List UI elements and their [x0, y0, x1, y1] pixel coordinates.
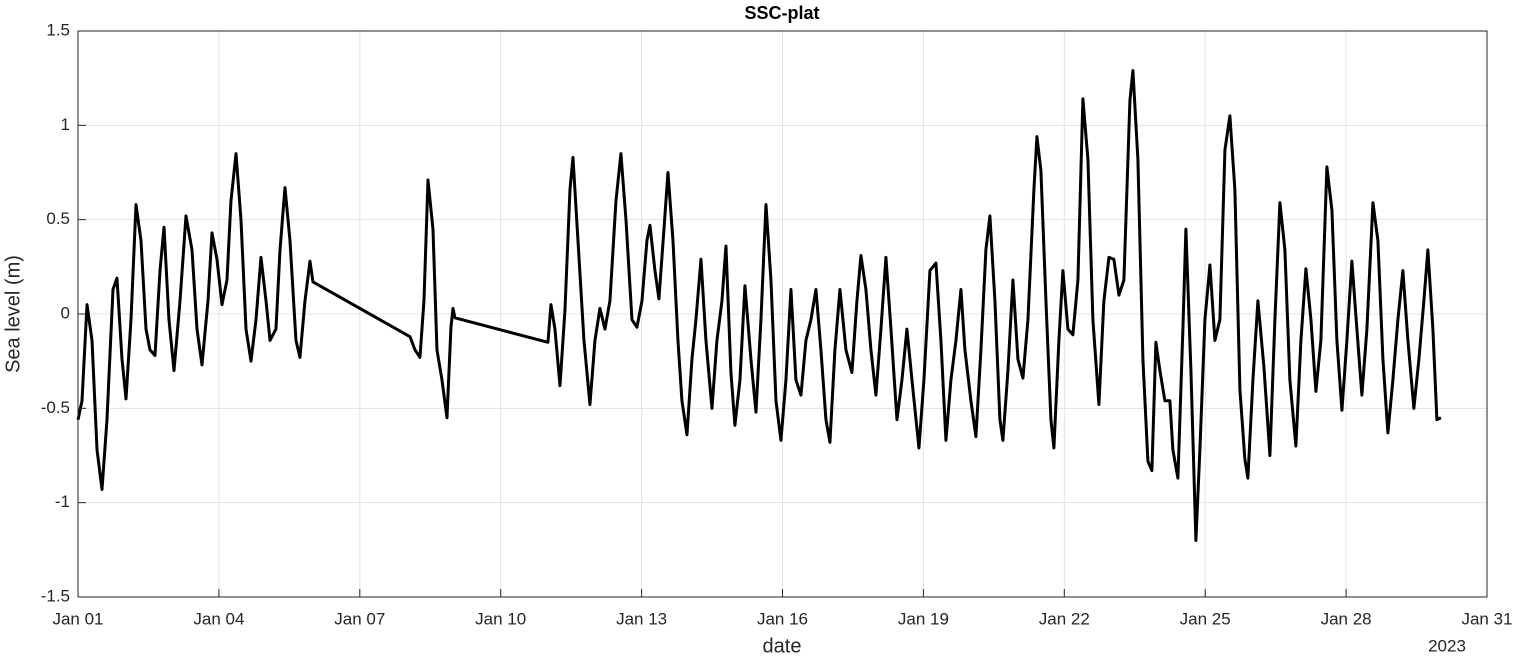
y-tick-label: -0.5 — [41, 398, 70, 417]
x-tick-label: Jan 28 — [1321, 609, 1372, 628]
x-tick-label: Jan 07 — [334, 609, 385, 628]
x-tick-label: Jan 13 — [616, 609, 667, 628]
x-tick-label: Jan 22 — [1039, 609, 1090, 628]
y-tick-label: 1 — [61, 115, 70, 134]
x-tick-label: Jan 04 — [193, 609, 244, 628]
y-tick-label: -1 — [55, 492, 70, 511]
x-tick-label: Jan 31 — [1461, 609, 1512, 628]
y-tick-label: 0 — [61, 303, 70, 322]
chart-title: SSC-plat — [744, 3, 819, 23]
y-tick-label: 0.5 — [46, 209, 70, 228]
x-tick-label: Jan 25 — [1180, 609, 1231, 628]
x-tick-label: Jan 01 — [52, 609, 103, 628]
y-tick-label: 1.5 — [46, 20, 70, 39]
x-tick-label: Jan 16 — [757, 609, 808, 628]
y-axis-label: Sea level (m) — [2, 255, 24, 373]
x-tick-label: Jan 19 — [898, 609, 949, 628]
x-axis-label: date — [763, 635, 802, 657]
x-axis-year: 2023 — [1428, 636, 1466, 655]
y-tick-label: -1.5 — [41, 586, 70, 605]
x-tick-label: Jan 10 — [475, 609, 526, 628]
data-line — [76, 69, 1442, 542]
